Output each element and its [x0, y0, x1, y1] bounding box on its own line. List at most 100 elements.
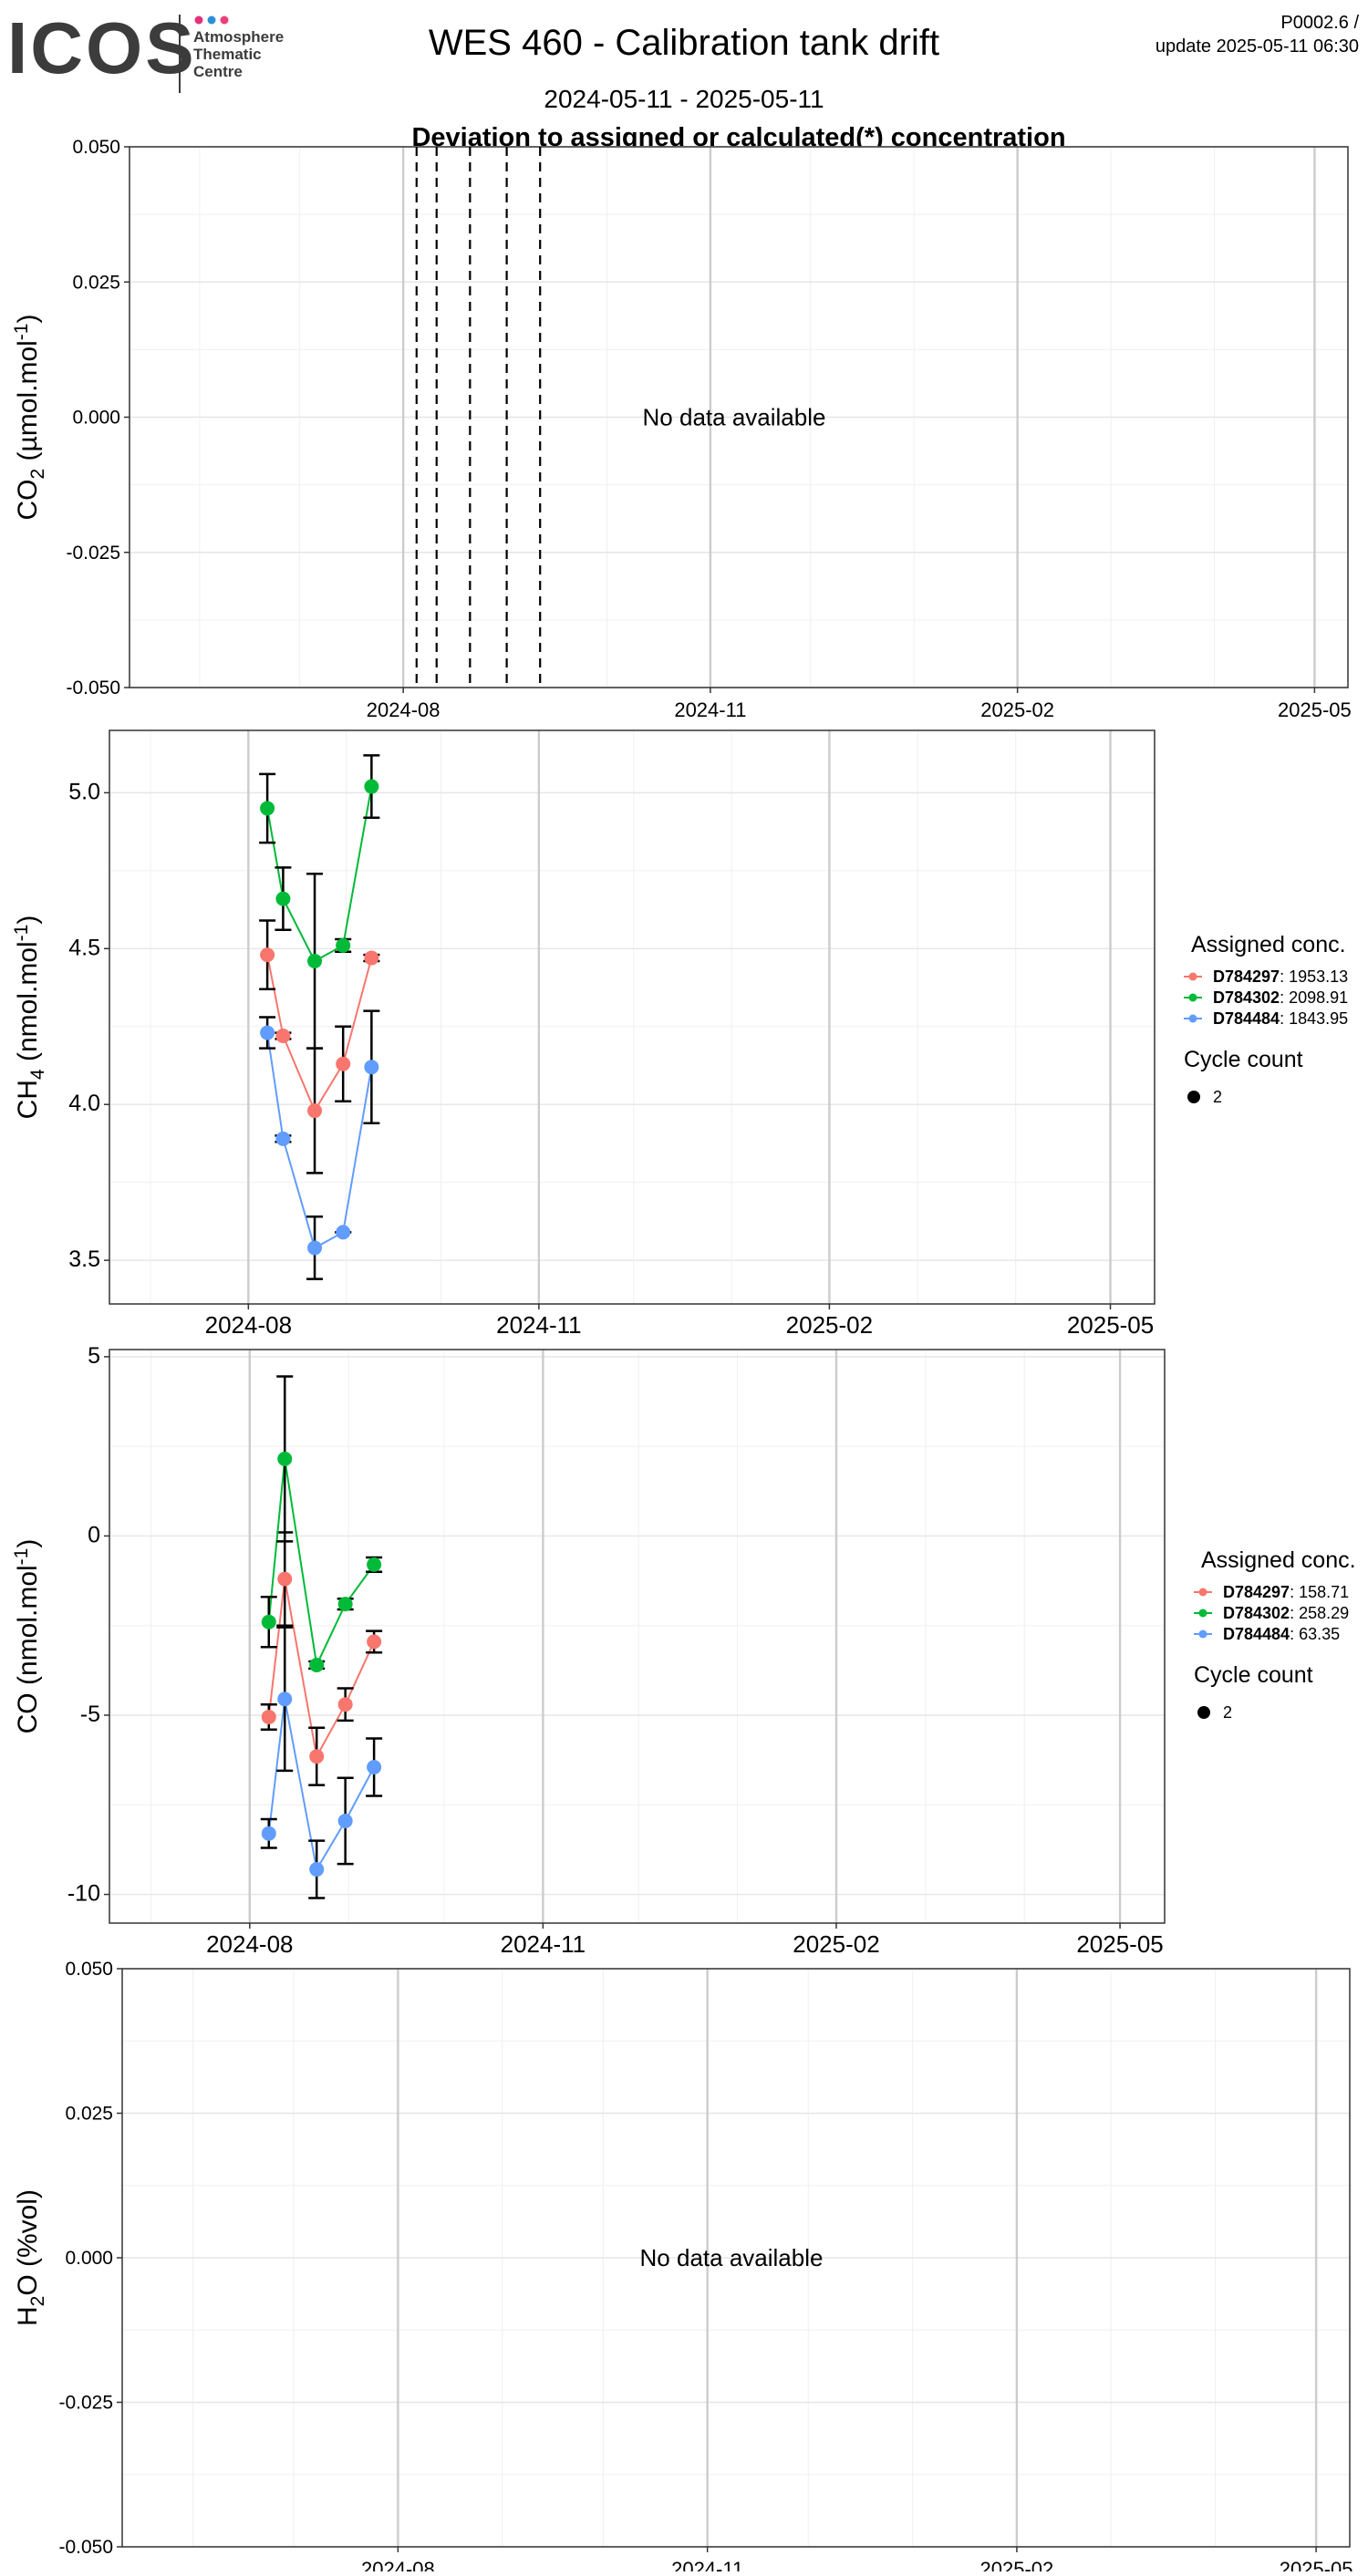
data-point-D784484 [260, 1025, 275, 1040]
data-point-D784484 [277, 1691, 293, 1707]
data-point-D784302 [275, 891, 291, 906]
meta-line-1: P0002.6 / [1280, 13, 1359, 33]
legend-key-point [1188, 972, 1197, 981]
x-tick-label: 2024-11 [674, 698, 746, 721]
meta-line-2: update 2025-05-11 06:30 [1156, 36, 1359, 57]
y-tick-label: 4.5 [68, 935, 100, 960]
legend-title: Assigned conc. [1201, 1547, 1356, 1573]
data-point-D784484 [275, 1131, 291, 1146]
plot-border [109, 1349, 1166, 1924]
data-point-D784297 [275, 1029, 291, 1044]
y-tick-label: 5.0 [68, 779, 100, 804]
y-tick-label: -5 [80, 1702, 100, 1727]
data-point-D784484 [364, 1060, 379, 1075]
x-tick-label: 2025-02 [980, 2558, 1054, 2571]
data-point-D784297 [277, 1571, 293, 1587]
y-tick-label: 0.000 [72, 408, 120, 429]
legend-label: D784297: 158.71 [1223, 1583, 1349, 1601]
data-point-D784297 [364, 950, 379, 966]
y-tick-label: 5 [88, 1343, 100, 1369]
y-tick-label: 0.050 [72, 137, 120, 158]
data-point-D784297 [307, 1103, 323, 1119]
x-tick-label: 2024-08 [367, 698, 440, 721]
x-tick-label: 2024-11 [496, 1311, 582, 1339]
legend-label: D784302: 258.29 [1223, 1604, 1349, 1622]
data-point-D784297 [260, 947, 275, 963]
data-point-D784302 [307, 953, 323, 968]
data-point-D784302 [337, 1597, 353, 1612]
x-tick-label: 2024-08 [206, 1930, 293, 1958]
header: ICOS Atmosphere Thematic Centre WES 460 … [7, 7, 1359, 152]
data-point-D784302 [261, 1614, 276, 1629]
data-point-D784484 [367, 1759, 382, 1774]
chart-panel-co2: 0.050 0.025 0.000 -0.025 -0.050 2024-08 2024-1… [11, 137, 1352, 721]
date-range: 2024-05-11 - 2025-05-11 [544, 85, 824, 113]
legend-size-point [1197, 1706, 1210, 1719]
x-tick-label: 2024-08 [361, 2558, 435, 2571]
legend-key-point [1188, 993, 1197, 1002]
y-tick-label: 0.000 [65, 2248, 113, 2269]
x-tick-label: 2025-02 [980, 698, 1054, 721]
legend-size-title: Cycle count [1194, 1662, 1313, 1688]
logo-text: ICOS [7, 7, 197, 88]
legend-label: D784484: 1843.95 [1213, 1009, 1348, 1028]
y-tick-label: -0.025 [66, 543, 120, 564]
legend-size-title: Cycle count [1184, 1047, 1303, 1072]
legend-key-point [1188, 1014, 1197, 1023]
no-data-label: No data available [643, 404, 826, 431]
legend-key-point [1198, 1588, 1207, 1597]
y-tick-label: -0.025 [58, 2393, 113, 2414]
x-tick-label: 2024-11 [501, 1930, 586, 1958]
legend-size-label: 2 [1223, 1703, 1232, 1722]
legend-title: Assigned conc. [1191, 932, 1346, 957]
chart-panel-co: 5 0 -5 -10 2024-08 2024-11 2025-02 2025-05 CO (n… [11, 1343, 1356, 1958]
legend-size-label: 2 [1213, 1088, 1222, 1106]
x-tick-label: 2025-05 [1076, 1930, 1163, 1958]
no-data-label: No data available [640, 2244, 824, 2271]
x-tick-label: 2025-05 [1067, 1311, 1154, 1339]
plot-border [109, 729, 1156, 1305]
legend-label: D784297: 1953.13 [1213, 967, 1348, 986]
legend-key-point [1198, 1629, 1207, 1639]
y-tick-label: 0.050 [65, 1959, 113, 1980]
logo-sub-2: Thematic [193, 46, 262, 63]
data-point-D784484 [337, 1813, 353, 1828]
data-point-D784297 [261, 1709, 276, 1724]
data-point-D784302 [367, 1557, 382, 1572]
y-tick-label: -0.050 [58, 2537, 113, 2558]
logo-divider [179, 15, 181, 93]
chart-panel-h2o: 0.050 0.025 0.000 -0.025 -0.050 2024-08 2024-1… [13, 1959, 1353, 2576]
data-point-D784297 [336, 1056, 351, 1071]
data-point-D784302 [309, 1657, 325, 1672]
logo-sub-1: Atmosphere [193, 28, 284, 46]
y-tick-label: 3.5 [68, 1247, 100, 1272]
x-tick-label: 2025-05 [1278, 698, 1352, 721]
x-tick-label: 2025-05 [1280, 2558, 1353, 2571]
logo-sub-3: Centre [193, 63, 243, 80]
x-tick-label: 2025-02 [793, 1930, 879, 1958]
legend-label: D784484: 63.35 [1223, 1625, 1340, 1643]
y-tick-label: 0 [88, 1522, 100, 1547]
x-tick-label: 2025-02 [786, 1311, 873, 1339]
y-axis-label: CO (nmol.mol-1) [11, 1539, 43, 1734]
data-point-D784302 [260, 801, 275, 816]
y-tick-label: 0.025 [72, 272, 120, 293]
logo-dot-1 [194, 16, 203, 25]
y-tick-label: -0.050 [66, 678, 120, 698]
y-axis-label: H2O (%vol) [13, 2189, 48, 2326]
data-point-D784302 [364, 779, 379, 794]
logo-dot-2 [207, 16, 216, 25]
logo-dot-3 [220, 16, 229, 25]
x-tick-label: 2024-08 [205, 1311, 292, 1339]
data-point-D784484 [336, 1225, 351, 1240]
page-title: WES 460 - Calibration tank drift [429, 23, 939, 63]
data-point-D784297 [367, 1634, 382, 1650]
data-point-D784297 [337, 1697, 353, 1712]
legend-key-point [1198, 1609, 1207, 1618]
data-point-D784484 [309, 1862, 325, 1878]
data-point-D784484 [261, 1826, 276, 1841]
y-tick-label: 4.0 [68, 1091, 100, 1116]
legend-size-point [1187, 1091, 1200, 1103]
